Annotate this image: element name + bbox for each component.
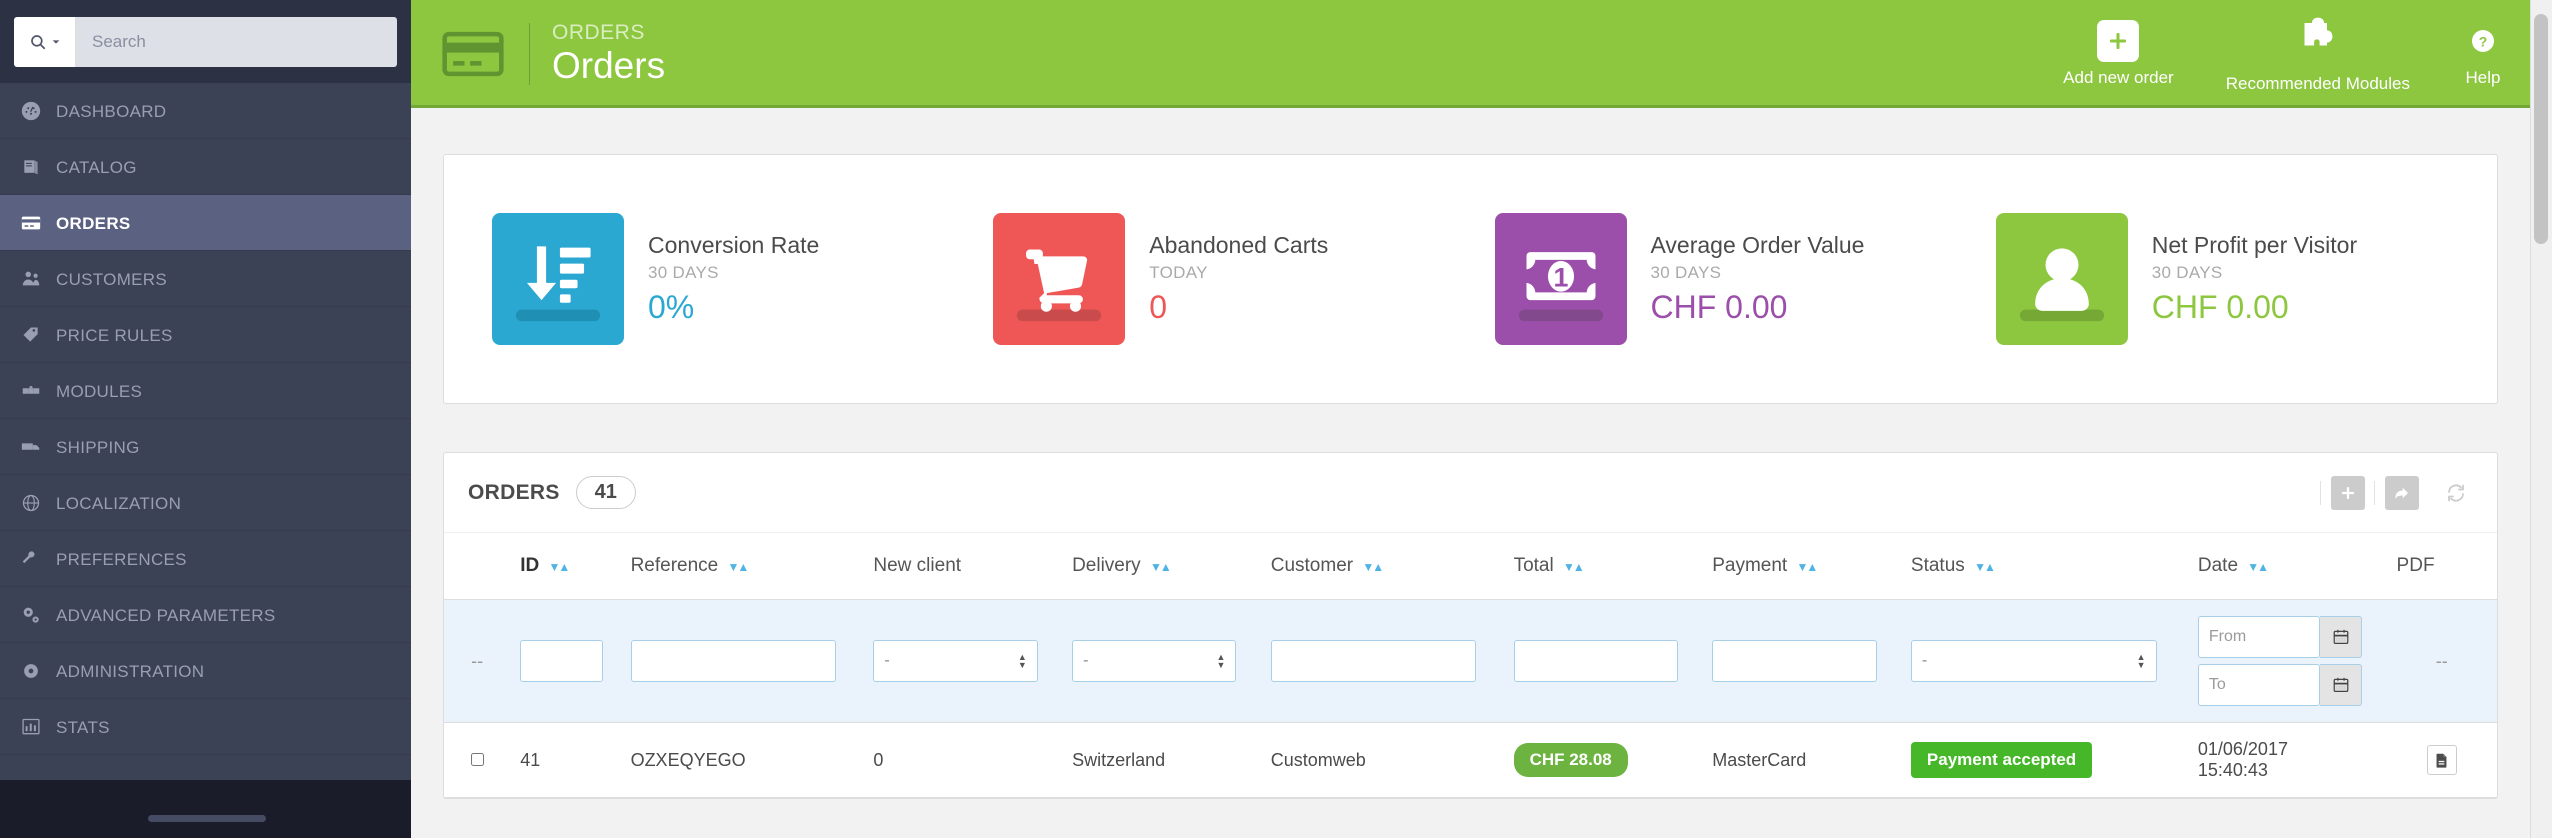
svg-text:1: 1	[1553, 263, 1568, 293]
svg-text:?: ?	[2479, 34, 2488, 50]
